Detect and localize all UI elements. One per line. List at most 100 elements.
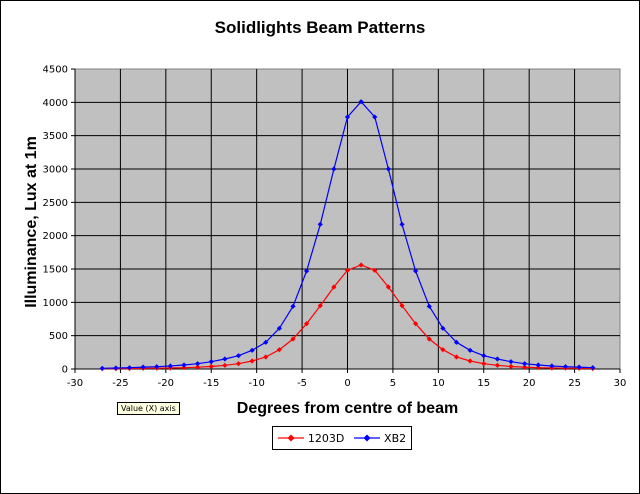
data-point-1203d[interactable] bbox=[440, 347, 446, 353]
x-tick-label: 10 bbox=[432, 378, 445, 389]
data-point-1203d[interactable] bbox=[535, 365, 541, 371]
data-point-1203d[interactable] bbox=[385, 284, 391, 290]
data-point-xb2[interactable] bbox=[358, 99, 364, 105]
chart-legend[interactable]: 1203D XB2 bbox=[272, 426, 412, 450]
data-point-xb2[interactable] bbox=[494, 356, 500, 362]
x-tick-label: -10 bbox=[248, 378, 264, 389]
legend-label-1203d: 1203D bbox=[307, 431, 345, 445]
data-point-xb2[interactable] bbox=[154, 364, 160, 370]
x-tick-label: 30 bbox=[614, 378, 627, 389]
data-point-xb2[interactable] bbox=[276, 325, 282, 331]
x-tick-label: -25 bbox=[112, 378, 128, 389]
data-point-xb2[interactable] bbox=[167, 363, 173, 369]
data-point-1203d[interactable] bbox=[235, 361, 242, 367]
data-point-1203d[interactable] bbox=[249, 358, 255, 364]
series-xb2[interactable] bbox=[99, 99, 596, 371]
y-tick-label: 4500 bbox=[43, 65, 68, 76]
data-point-xb2[interactable] bbox=[562, 364, 569, 370]
x-tick-label: 0 bbox=[344, 378, 350, 389]
data-point-xb2[interactable] bbox=[385, 166, 391, 172]
x-tick-label: 5 bbox=[390, 378, 396, 389]
data-point-xb2[interactable] bbox=[304, 268, 310, 274]
y-tick-label: 4000 bbox=[43, 98, 68, 109]
x-tick-label: -30 bbox=[67, 378, 83, 389]
data-point-xb2[interactable] bbox=[208, 359, 214, 365]
data-point-1203d[interactable] bbox=[208, 363, 214, 370]
y-tick-label: 500 bbox=[49, 331, 68, 342]
data-point-xb2[interactable] bbox=[549, 363, 555, 369]
data-point-xb2[interactable] bbox=[181, 362, 187, 368]
data-point-1203d[interactable] bbox=[467, 358, 473, 364]
data-point-xb2[interactable] bbox=[413, 268, 419, 274]
data-point-1203d[interactable] bbox=[508, 363, 514, 370]
data-point-xb2[interactable] bbox=[372, 114, 378, 120]
y-tick-label: 3500 bbox=[43, 131, 68, 142]
x-tick-label: -15 bbox=[203, 378, 219, 389]
data-point-1203d[interactable] bbox=[263, 354, 269, 360]
data-point-xb2[interactable] bbox=[113, 365, 119, 371]
data-point-1203d[interactable] bbox=[344, 267, 351, 273]
y-tick-label: 2500 bbox=[43, 198, 68, 209]
data-point-xb2[interactable] bbox=[331, 166, 337, 172]
data-point-xb2[interactable] bbox=[99, 365, 105, 371]
data-point-1203d[interactable] bbox=[304, 321, 310, 327]
data-point-xb2[interactable] bbox=[235, 353, 242, 359]
data-point-1203d[interactable] bbox=[426, 336, 432, 342]
y-tick-label: 3000 bbox=[43, 165, 68, 176]
data-point-xb2[interactable] bbox=[344, 114, 351, 120]
data-point-xb2[interactable] bbox=[126, 365, 133, 371]
data-point-1203d[interactable] bbox=[317, 303, 323, 309]
data-point-xb2[interactable] bbox=[535, 362, 541, 368]
data-point-xb2[interactable] bbox=[481, 353, 487, 359]
data-point-xb2[interactable] bbox=[508, 359, 514, 365]
data-point-1203d[interactable] bbox=[222, 362, 228, 368]
data-point-1203d[interactable] bbox=[181, 365, 187, 371]
x-tick-label: -5 bbox=[297, 378, 307, 389]
data-point-1203d[interactable] bbox=[331, 284, 337, 290]
data-point-xb2[interactable] bbox=[263, 339, 269, 345]
data-point-xb2[interactable] bbox=[249, 347, 255, 353]
data-point-1203d[interactable] bbox=[494, 362, 500, 368]
data-point-1203d[interactable] bbox=[290, 336, 296, 342]
data-point-xb2[interactable] bbox=[195, 361, 201, 367]
legend-label-xb2: XB2 bbox=[384, 431, 407, 445]
y-tick-label: 2000 bbox=[43, 231, 68, 242]
data-point-xb2[interactable] bbox=[426, 303, 432, 309]
x-tick-label: 25 bbox=[568, 378, 581, 389]
chart-title: Solidlights Beam Patterns bbox=[214, 18, 426, 37]
data-point-1203d[interactable] bbox=[453, 354, 460, 360]
x-tick-label: 20 bbox=[523, 378, 536, 389]
x-tick-label: 15 bbox=[477, 378, 490, 389]
data-point-xb2[interactable] bbox=[576, 364, 582, 370]
legend-swatch-xb2 bbox=[354, 434, 381, 442]
legend-item-1203d[interactable]: 1203D bbox=[277, 431, 345, 445]
data-point-xb2[interactable] bbox=[590, 365, 596, 371]
data-point-xb2[interactable] bbox=[399, 221, 405, 227]
data-point-xb2[interactable] bbox=[522, 361, 528, 367]
data-point-xb2[interactable] bbox=[222, 356, 228, 362]
data-point-1203d[interactable] bbox=[481, 361, 487, 367]
y-tick-label: 0 bbox=[62, 365, 68, 376]
y-tick-label: 1500 bbox=[43, 265, 68, 276]
axis-tooltip: Value (X) axis bbox=[117, 402, 180, 415]
data-point-xb2[interactable] bbox=[317, 221, 323, 227]
data-point-xb2[interactable] bbox=[140, 364, 146, 370]
data-point-xb2[interactable] bbox=[440, 325, 446, 331]
data-point-1203d[interactable] bbox=[358, 262, 364, 268]
data-point-1203d[interactable] bbox=[372, 267, 378, 273]
data-point-1203d[interactable] bbox=[276, 347, 282, 353]
data-point-1203d[interactable] bbox=[522, 364, 528, 370]
data-point-1203d[interactable] bbox=[195, 364, 201, 370]
y-tick-label: 1000 bbox=[43, 298, 68, 309]
data-point-1203d[interactable] bbox=[399, 303, 405, 309]
y-axis-label: Illuminance, Lux at 1m bbox=[23, 136, 40, 308]
series-1203d[interactable] bbox=[99, 262, 596, 372]
legend-item-xb2[interactable]: XB2 bbox=[354, 432, 406, 445]
x-axis-label[interactable]: Degrees from centre of beam bbox=[236, 400, 459, 417]
data-point-1203d[interactable] bbox=[413, 321, 419, 327]
data-point-xb2[interactable] bbox=[453, 339, 460, 345]
data-point-xb2[interactable] bbox=[467, 347, 473, 353]
data-point-xb2[interactable] bbox=[290, 303, 296, 309]
x-tick-label: -20 bbox=[158, 378, 174, 389]
